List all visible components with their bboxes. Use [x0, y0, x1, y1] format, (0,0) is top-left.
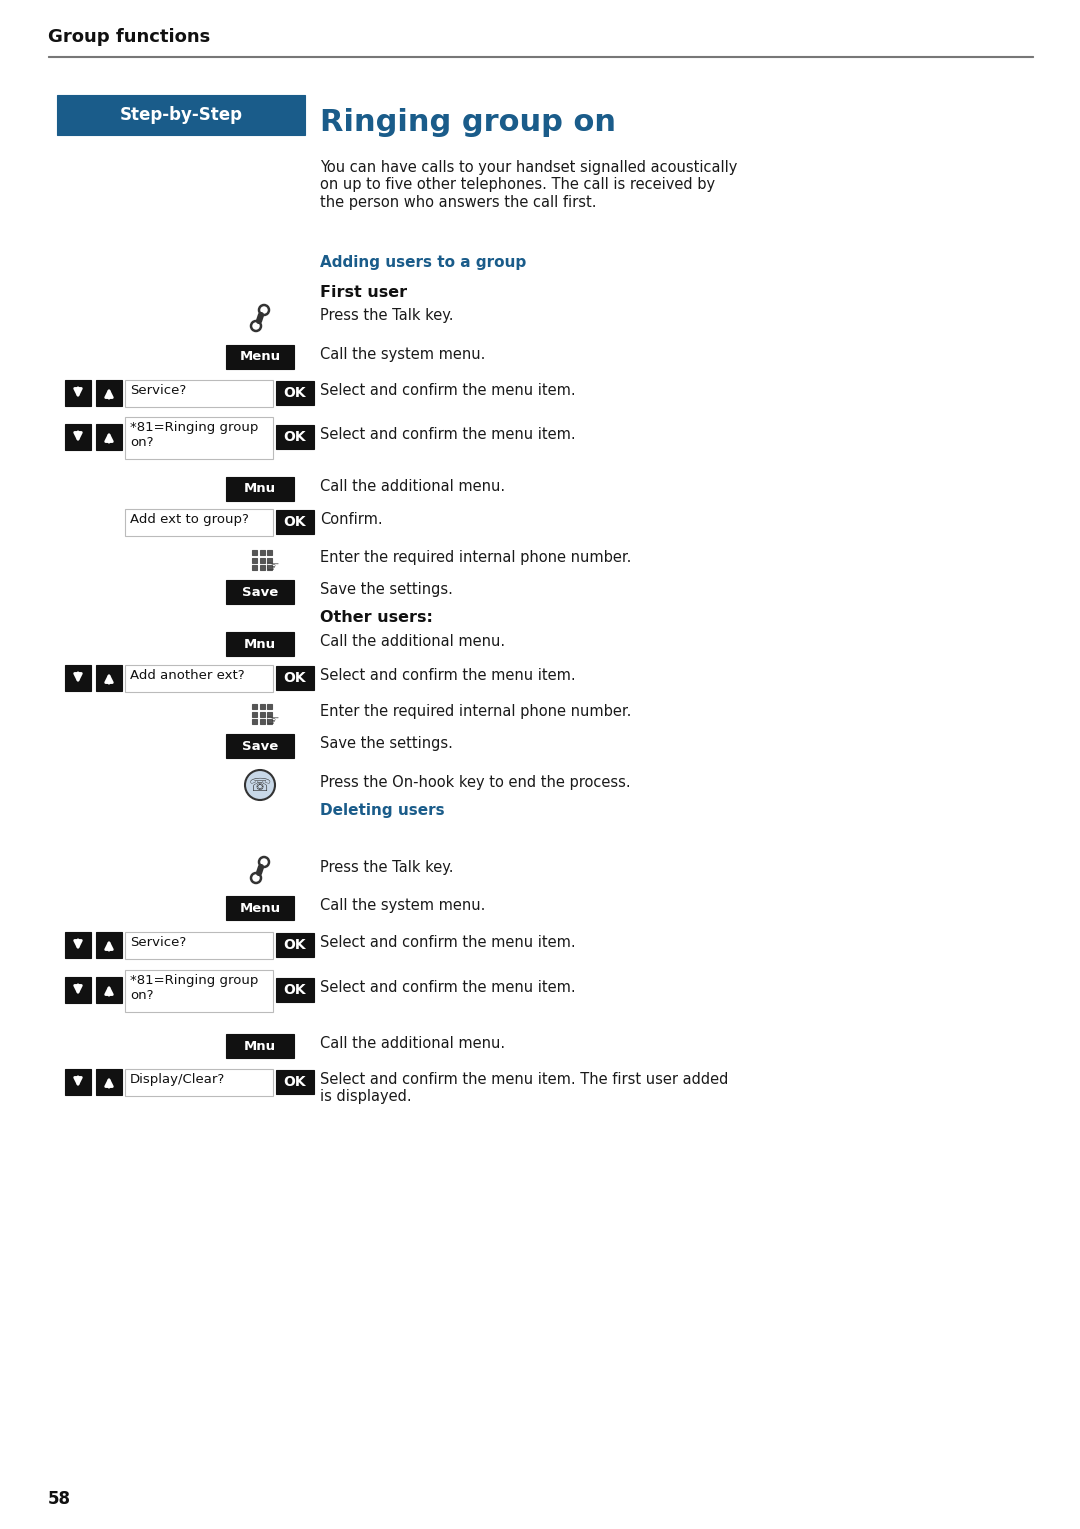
Text: Enter the required internal phone number.: Enter the required internal phone number… — [320, 703, 632, 719]
Text: 58: 58 — [48, 1489, 71, 1508]
Text: Add ext to group?: Add ext to group? — [130, 514, 248, 526]
Text: Mnu: Mnu — [244, 638, 276, 650]
Text: *81=Ringing group
on?: *81=Ringing group on? — [130, 974, 258, 1001]
Text: Call the system menu.: Call the system menu. — [320, 898, 485, 913]
FancyBboxPatch shape — [252, 711, 257, 717]
Text: Display/Clear?: Display/Clear? — [130, 1073, 226, 1086]
Text: You can have calls to your handset signalled acoustically
on up to five other te: You can have calls to your handset signa… — [320, 161, 738, 209]
Text: Mnu: Mnu — [244, 483, 276, 495]
FancyBboxPatch shape — [276, 979, 314, 1001]
FancyBboxPatch shape — [226, 896, 294, 920]
Text: Press the Talk key.: Press the Talk key. — [320, 307, 454, 323]
Circle shape — [245, 771, 275, 800]
Text: OK: OK — [284, 430, 307, 443]
FancyBboxPatch shape — [276, 425, 314, 450]
FancyBboxPatch shape — [96, 933, 122, 959]
FancyBboxPatch shape — [226, 1034, 294, 1058]
Text: First user: First user — [320, 284, 407, 300]
Text: OK: OK — [284, 937, 307, 953]
Text: OK: OK — [284, 983, 307, 997]
FancyBboxPatch shape — [276, 511, 314, 534]
FancyBboxPatch shape — [276, 381, 314, 405]
FancyBboxPatch shape — [226, 346, 294, 368]
Text: ☞: ☞ — [266, 560, 279, 575]
FancyBboxPatch shape — [267, 558, 272, 563]
Text: Service?: Service? — [130, 384, 186, 398]
Text: Deleting users: Deleting users — [320, 803, 445, 818]
Text: Call the additional menu.: Call the additional menu. — [320, 635, 505, 648]
Text: Select and confirm the menu item.: Select and confirm the menu item. — [320, 382, 576, 398]
FancyBboxPatch shape — [65, 424, 91, 450]
Text: Select and confirm the menu item. The first user added
is displayed.: Select and confirm the menu item. The fi… — [320, 1072, 728, 1104]
FancyBboxPatch shape — [96, 424, 122, 450]
FancyBboxPatch shape — [226, 579, 294, 604]
Text: Other users:: Other users: — [320, 610, 433, 625]
Text: Select and confirm the menu item.: Select and confirm the menu item. — [320, 936, 576, 950]
Text: *81=Ringing group
on?: *81=Ringing group on? — [130, 420, 258, 450]
FancyBboxPatch shape — [259, 566, 265, 570]
Text: OK: OK — [284, 385, 307, 401]
FancyBboxPatch shape — [57, 95, 305, 135]
FancyBboxPatch shape — [65, 1069, 91, 1095]
FancyBboxPatch shape — [125, 1069, 273, 1096]
FancyBboxPatch shape — [226, 477, 294, 502]
FancyBboxPatch shape — [276, 667, 314, 690]
Text: OK: OK — [284, 515, 307, 529]
FancyBboxPatch shape — [252, 719, 257, 725]
FancyBboxPatch shape — [259, 719, 265, 725]
FancyBboxPatch shape — [65, 933, 91, 959]
Text: Menu: Menu — [240, 350, 281, 364]
Text: Save: Save — [242, 586, 279, 598]
Text: Save the settings.: Save the settings. — [320, 583, 453, 596]
FancyBboxPatch shape — [267, 566, 272, 570]
FancyBboxPatch shape — [226, 631, 294, 656]
FancyBboxPatch shape — [125, 381, 273, 407]
Text: OK: OK — [284, 1075, 307, 1089]
Text: Group functions: Group functions — [48, 28, 211, 46]
Text: Step-by-Step: Step-by-Step — [120, 106, 243, 124]
FancyBboxPatch shape — [267, 719, 272, 725]
FancyBboxPatch shape — [57, 135, 305, 1509]
FancyBboxPatch shape — [267, 711, 272, 717]
FancyBboxPatch shape — [125, 933, 273, 959]
Text: Call the additional menu.: Call the additional menu. — [320, 1037, 505, 1050]
FancyBboxPatch shape — [267, 550, 272, 555]
Text: Save: Save — [242, 740, 279, 752]
Text: Select and confirm the menu item.: Select and confirm the menu item. — [320, 668, 576, 683]
FancyBboxPatch shape — [96, 1069, 122, 1095]
FancyBboxPatch shape — [259, 703, 265, 709]
Text: ☞: ☞ — [266, 714, 279, 728]
FancyBboxPatch shape — [125, 969, 273, 1012]
Text: Select and confirm the menu item.: Select and confirm the menu item. — [320, 980, 576, 995]
Text: Add another ext?: Add another ext? — [130, 670, 245, 682]
FancyBboxPatch shape — [252, 550, 257, 555]
FancyBboxPatch shape — [96, 381, 122, 407]
Text: Confirm.: Confirm. — [320, 512, 382, 528]
FancyBboxPatch shape — [65, 381, 91, 407]
FancyBboxPatch shape — [252, 558, 257, 563]
FancyBboxPatch shape — [125, 417, 273, 459]
Text: Adding users to a group: Adding users to a group — [320, 255, 526, 271]
FancyBboxPatch shape — [252, 566, 257, 570]
Text: OK: OK — [284, 671, 307, 685]
FancyBboxPatch shape — [259, 550, 265, 555]
Text: Press the Talk key.: Press the Talk key. — [320, 859, 454, 875]
Text: Call the additional menu.: Call the additional menu. — [320, 479, 505, 494]
Text: Save the settings.: Save the settings. — [320, 735, 453, 751]
FancyBboxPatch shape — [226, 734, 294, 758]
FancyBboxPatch shape — [252, 703, 257, 709]
Text: Ringing group on: Ringing group on — [320, 109, 616, 138]
Text: Enter the required internal phone number.: Enter the required internal phone number… — [320, 550, 632, 566]
FancyBboxPatch shape — [125, 665, 273, 693]
Text: Call the system menu.: Call the system menu. — [320, 347, 485, 362]
Text: ☏: ☏ — [248, 777, 271, 795]
FancyBboxPatch shape — [259, 558, 265, 563]
FancyBboxPatch shape — [276, 1070, 314, 1095]
Text: Mnu: Mnu — [244, 1040, 276, 1052]
Text: Service?: Service? — [130, 936, 186, 950]
FancyBboxPatch shape — [65, 665, 91, 691]
Text: Press the On-hook key to end the process.: Press the On-hook key to end the process… — [320, 775, 631, 790]
FancyBboxPatch shape — [96, 665, 122, 691]
FancyBboxPatch shape — [125, 509, 273, 537]
